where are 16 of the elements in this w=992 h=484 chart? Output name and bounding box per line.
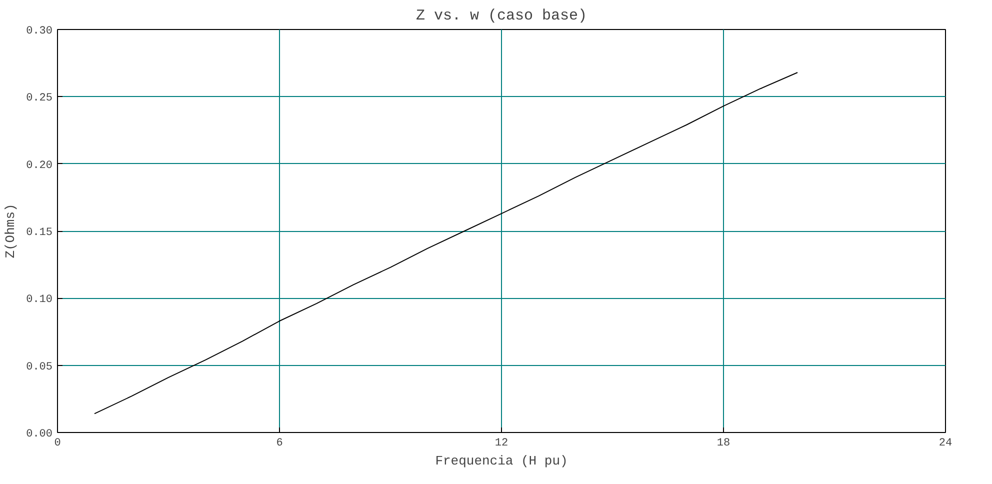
x-tick-label: 24 bbox=[938, 438, 952, 450]
x-axis-title: Frequencia (H pu) bbox=[435, 454, 568, 468]
line-series bbox=[94, 72, 798, 414]
x-tick-label: 6 bbox=[276, 438, 283, 450]
y-tick-label: 0.25 bbox=[26, 92, 52, 105]
y-tick-label: 0.30 bbox=[26, 26, 52, 38]
x-tick-label: 18 bbox=[716, 438, 730, 450]
y-tick-label: 0.10 bbox=[26, 294, 52, 306]
y-tick-label: 0.05 bbox=[26, 361, 52, 374]
y-tick-label: 0.15 bbox=[26, 227, 52, 239]
chart-title: Z vs. w (caso base) bbox=[416, 8, 588, 24]
y-axis-title: Z(Ohms) bbox=[3, 204, 18, 258]
y-tick-label: 0.20 bbox=[26, 160, 52, 172]
x-tick-label: 12 bbox=[494, 438, 508, 450]
x-tick-label: 0 bbox=[54, 438, 61, 450]
y-tick-label: 0.00 bbox=[26, 428, 52, 440]
